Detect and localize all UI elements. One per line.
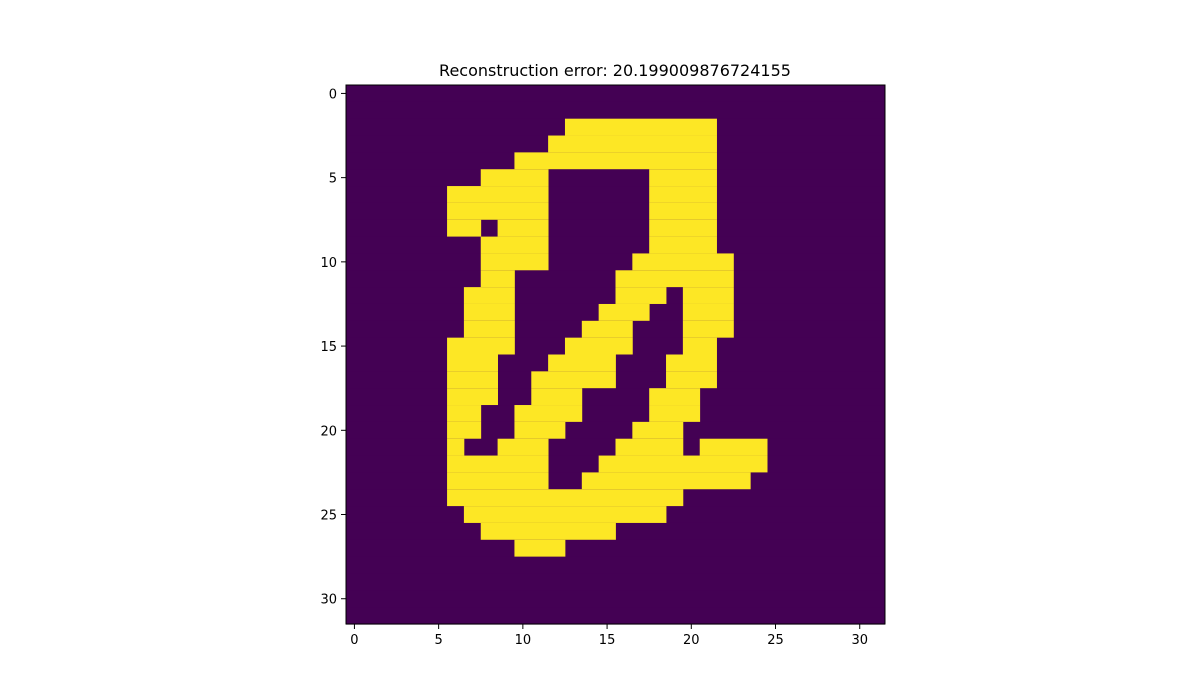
heatmap-row-background bbox=[346, 85, 885, 103]
heatmap-cell-run bbox=[447, 186, 549, 204]
heatmap-cell-run bbox=[649, 236, 717, 255]
heatmap-cell-run bbox=[564, 118, 717, 137]
heatmap-cell-run bbox=[447, 388, 498, 406]
heatmap-cell-run bbox=[615, 438, 684, 457]
x-tick-label: 30 bbox=[851, 633, 868, 648]
heatmap-cell-run bbox=[514, 539, 566, 558]
heatmap-cell-run bbox=[699, 438, 768, 457]
heatmap-cell-run bbox=[564, 337, 633, 356]
heatmap-cell-run bbox=[598, 303, 650, 322]
heatmap-cell-run bbox=[463, 287, 515, 305]
heatmap-cell-run bbox=[581, 472, 751, 490]
heatmap-cell-run bbox=[649, 202, 717, 221]
heatmap-row-background bbox=[346, 607, 885, 625]
heatmap-row-background bbox=[346, 388, 885, 406]
heatmap-row-background bbox=[346, 202, 885, 221]
y-tick-label: 5 bbox=[329, 172, 337, 187]
axes-frame bbox=[345, 84, 886, 625]
heatmap-cell-run bbox=[682, 320, 734, 339]
heatmap-cell-run bbox=[447, 455, 549, 474]
heatmap-cell-run bbox=[615, 270, 734, 288]
x-tick-label: 10 bbox=[515, 633, 532, 648]
y-tick-label: 15 bbox=[320, 340, 337, 355]
heatmap-cell-run bbox=[666, 354, 717, 372]
chart-title: Reconstruction error: 20.199009876724155 bbox=[439, 61, 791, 80]
heatmap-cells bbox=[346, 85, 885, 625]
heatmap-row-background bbox=[346, 421, 885, 440]
heatmap-cell-run bbox=[463, 506, 667, 524]
heatmap-cell-run bbox=[514, 421, 566, 440]
heatmap-cell-run bbox=[447, 371, 498, 389]
heatmap-row-background bbox=[346, 405, 885, 423]
heatmap-row-background bbox=[346, 186, 885, 204]
heatmap-row-background bbox=[346, 169, 885, 187]
y-tick-label: 0 bbox=[329, 87, 337, 102]
x-tick-label: 25 bbox=[767, 633, 784, 648]
heatmap-cell-run bbox=[598, 455, 768, 474]
y-axis: 0 5 10 15 20 25 30 bbox=[320, 87, 346, 608]
heatmap-cell-run bbox=[447, 354, 498, 372]
heatmap-cell-run bbox=[447, 337, 515, 356]
heatmap-cell-run bbox=[463, 320, 515, 339]
heatmap-row-background bbox=[346, 573, 885, 591]
heatmap-cell-run bbox=[615, 287, 667, 305]
heatmap-cell-run bbox=[548, 135, 717, 153]
heatmap-cell-run bbox=[649, 169, 717, 187]
heatmap-row-background bbox=[346, 219, 885, 238]
heatmap-cell-run bbox=[497, 219, 549, 238]
heatmap-cell-run bbox=[480, 522, 616, 541]
x-tick-label: 5 bbox=[435, 633, 443, 648]
heatmap-cell-run bbox=[497, 438, 549, 457]
heatmap-cell-run bbox=[480, 253, 549, 271]
y-tick-label: 25 bbox=[320, 509, 337, 524]
heatmap-cell-run bbox=[548, 354, 616, 372]
heatmap-row-background bbox=[346, 590, 885, 608]
heatmap-cell-run bbox=[632, 253, 734, 271]
heatmap-cell-run bbox=[447, 421, 482, 440]
heatmap-cell-run bbox=[480, 270, 515, 288]
heatmap-cell-run bbox=[666, 371, 717, 389]
heatmap-cell-run bbox=[649, 388, 701, 406]
heatmap-row-background bbox=[346, 253, 885, 271]
heatmap-cell-run bbox=[632, 421, 684, 440]
y-tick-label: 10 bbox=[320, 256, 337, 271]
heatmap-cell-run bbox=[649, 186, 717, 204]
heatmap-cell-run bbox=[581, 320, 633, 339]
heatmap-cell-run bbox=[514, 405, 583, 423]
x-tick-label: 0 bbox=[350, 633, 358, 648]
heatmap-row-background bbox=[346, 556, 885, 575]
heatmap-row-background bbox=[346, 236, 885, 255]
heatmap-cell-run bbox=[447, 472, 549, 490]
x-axis: 0 5 10 15 20 25 30 bbox=[350, 624, 868, 648]
heatmap-cell-run bbox=[531, 371, 616, 389]
y-tick-label: 20 bbox=[320, 424, 337, 439]
heatmap-cell-run bbox=[682, 303, 734, 322]
x-tick-label: 15 bbox=[599, 633, 616, 648]
heatmap-cell-run bbox=[514, 152, 717, 170]
heatmap-cell-run bbox=[447, 405, 482, 423]
heatmap-cell-run bbox=[447, 219, 482, 238]
heatmap-cell-run bbox=[447, 202, 549, 221]
heatmap-row-background bbox=[346, 101, 885, 120]
heatmap-cell-run bbox=[682, 337, 717, 356]
x-tick-label: 20 bbox=[683, 633, 700, 648]
heatmap-cell-run bbox=[463, 303, 515, 322]
heatmap-cell-run bbox=[682, 287, 734, 305]
heatmap-cell-run bbox=[649, 219, 717, 238]
heatmap-cell-run bbox=[480, 169, 549, 187]
heatmap-cell-run bbox=[531, 388, 583, 406]
heatmap-cell-run bbox=[649, 405, 701, 423]
heatmap-cell-run bbox=[480, 236, 549, 255]
y-tick-label: 30 bbox=[320, 593, 337, 608]
heatmap-cell-run bbox=[447, 489, 684, 507]
heatmap-cell-run bbox=[447, 438, 465, 457]
heatmap-row-background bbox=[346, 539, 885, 558]
